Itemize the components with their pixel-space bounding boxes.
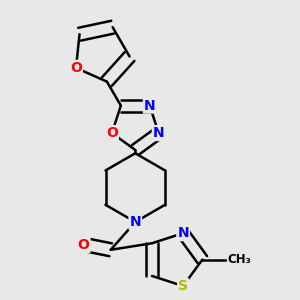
Text: CH₃: CH₃ [227,253,251,266]
Text: N: N [144,99,155,112]
Text: S: S [178,279,188,293]
Text: N: N [130,215,141,229]
Text: N: N [177,226,189,240]
Text: O: O [70,61,82,75]
Text: O: O [106,126,118,140]
Text: O: O [78,238,89,252]
Text: N: N [153,126,164,140]
